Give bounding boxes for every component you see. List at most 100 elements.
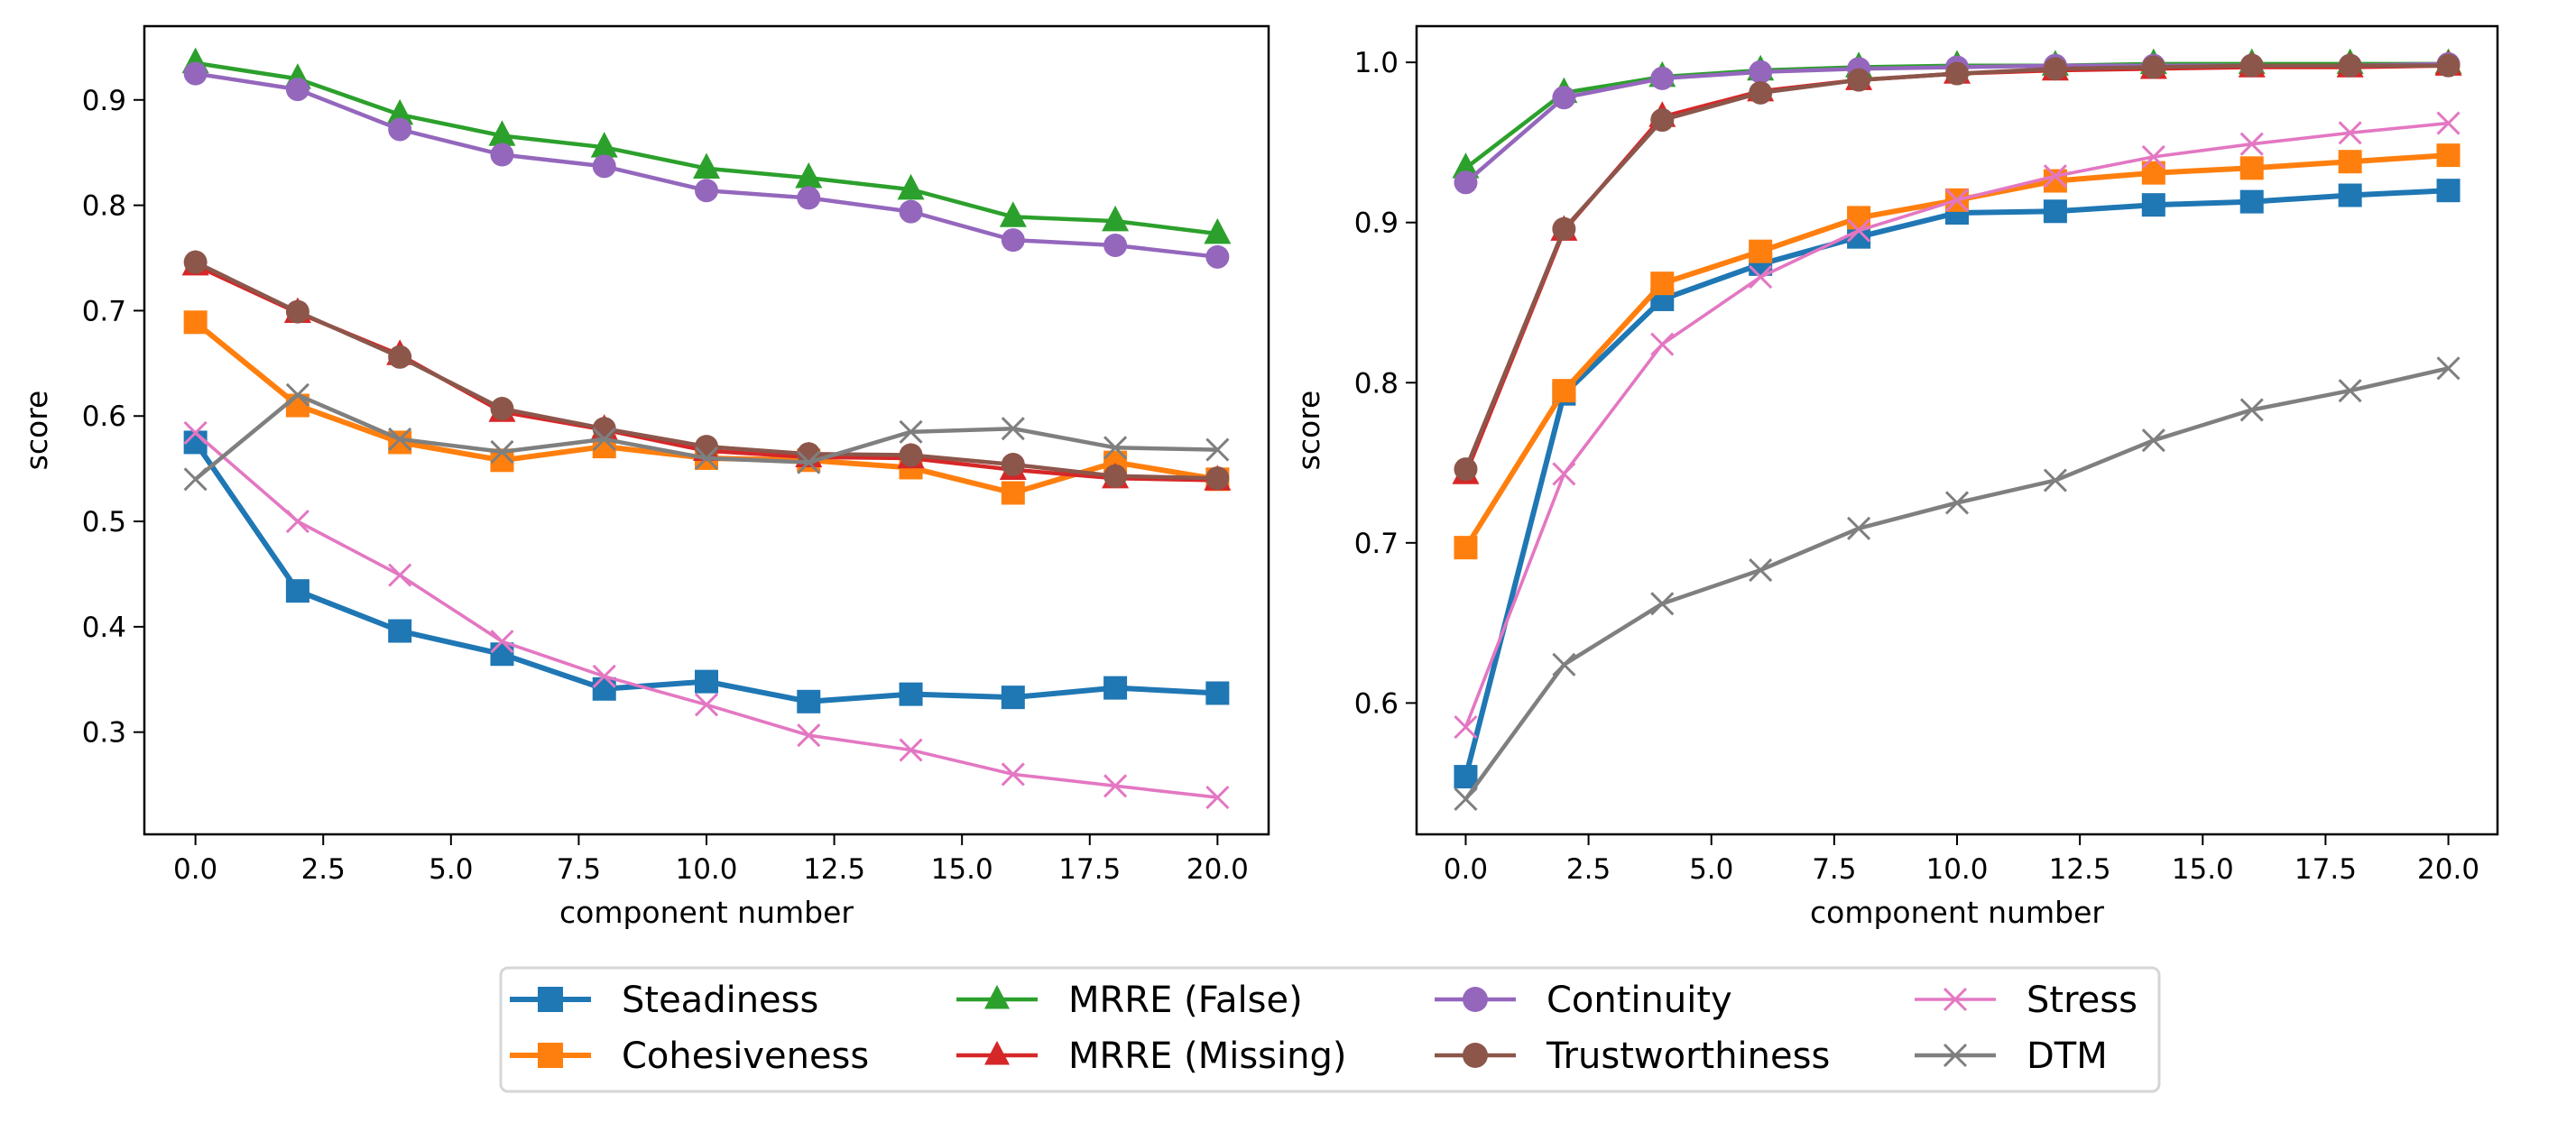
data-point: [2338, 53, 2362, 78]
axes-frame: [1415, 24, 2499, 836]
y-tick-label: 0.8: [82, 190, 126, 223]
series-line: [1463, 188, 2449, 778]
data-point: [1454, 714, 1478, 740]
series-line: [1463, 366, 2449, 801]
data-point: [490, 630, 514, 654]
y-tick-label: 0.7: [1354, 528, 1399, 560]
data-point: [797, 689, 821, 713]
data-point: [2338, 121, 2362, 145]
circle-marker-icon: [1463, 1043, 1488, 1068]
data-point: [488, 120, 516, 146]
legend-item-cohesiveness: Cohesiveness: [510, 1035, 869, 1077]
data-point: [2436, 53, 2461, 78]
x-tick-label: 7.5: [1812, 853, 1856, 886]
y-axis-label: score: [1291, 391, 1326, 471]
data-point: [2239, 189, 2264, 214]
x-tick-label: 12.5: [2049, 853, 2111, 886]
data-point: [388, 117, 412, 142]
data-point: [1103, 676, 1128, 700]
left-chart-panel: 0.0 2.5 5.0 7.5 10.0 12.5 15.0 17.5 20.0 0.3 0.4 0.…: [19, 24, 1270, 930]
data-point: [2141, 193, 2165, 217]
data-point: [1205, 786, 1230, 810]
axes-frame: [143, 24, 1270, 836]
x-tick-label: 10.0: [1925, 853, 1988, 886]
series-dtm: [1454, 356, 2461, 811]
legend-label: DTM: [2027, 1035, 2108, 1077]
data-point: [285, 382, 309, 407]
series-stress: [183, 420, 1230, 810]
data-point: [1650, 108, 1675, 133]
legend-label: Steadiness: [622, 980, 818, 1021]
data-point: [1001, 417, 1025, 441]
data-point: [1001, 686, 1025, 710]
plot-area: [181, 47, 1232, 810]
x-axis-label: component number: [559, 895, 854, 930]
data-point: [899, 199, 923, 224]
y-tick-label: 0.3: [82, 717, 126, 750]
series-trustworthiness: [183, 250, 1230, 491]
data-point: [1749, 80, 1773, 105]
data-point: [1001, 228, 1025, 253]
legend-label: Cohesiveness: [622, 1035, 869, 1077]
data-point: [285, 509, 309, 534]
data-point: [490, 642, 514, 667]
data-point: [388, 563, 412, 587]
triangle-marker-icon: [984, 1040, 1010, 1065]
legend-label: Continuity: [1547, 980, 1732, 1021]
data-point: [285, 299, 309, 324]
x-tick-label: 20.0: [1186, 853, 1249, 886]
data-point: [694, 446, 719, 471]
data-point: [2338, 150, 2362, 174]
data-point: [1650, 592, 1675, 616]
data-point: [2141, 144, 2165, 169]
data-point: [592, 676, 616, 701]
legend-label: Trustworthiness: [1546, 1035, 1830, 1077]
legend-box: [499, 966, 2161, 1093]
data-point: [2338, 379, 2362, 403]
data-point: [183, 250, 208, 274]
legend-item-mrre-missing: MRRE (Missing): [956, 1035, 1346, 1077]
data-point: [1205, 437, 1230, 462]
data-point: [795, 161, 823, 189]
right-chart-panel: 0.0 2.5 5.0 7.5 10.0 12.5 15.0 17.5 20.0 0.6 0.7 0.…: [1291, 24, 2499, 930]
y-tick-label: 0.4: [82, 612, 126, 644]
legend-label: MRRE (Missing): [1068, 1035, 1346, 1077]
legend-item-trustworthiness: Trustworthiness: [1435, 1035, 1830, 1077]
x-tick-label: 10.0: [675, 853, 737, 886]
legend-item-mrre-false: MRRE (False): [956, 980, 1303, 1021]
data-point: [797, 450, 821, 474]
legend-item-steadiness: Steadiness: [510, 980, 818, 1021]
series-trustworthiness: [1454, 53, 2461, 482]
data-point: [1001, 762, 1025, 787]
data-point: [1103, 464, 1128, 488]
data-point: [1001, 481, 1025, 505]
data-point: [695, 669, 718, 694]
data-point: [1454, 170, 1478, 195]
data-point: [2043, 57, 2067, 81]
data-point: [1103, 233, 1128, 257]
series-steadiness: [1454, 179, 2461, 789]
data-point: [2436, 143, 2461, 168]
data-point: [2043, 169, 2067, 193]
y-tick-label: 0.7: [82, 295, 126, 327]
x-marker-icon: [1943, 1043, 1968, 1068]
data-point: [899, 419, 923, 444]
data-point: [1749, 265, 1773, 290]
square-marker-icon: [538, 987, 563, 1012]
data-point: [2239, 156, 2264, 180]
data-point: [388, 427, 412, 451]
data-point: [1650, 271, 1675, 296]
y-tick-label: 1.0: [1354, 47, 1399, 79]
series-dtm: [183, 382, 1230, 492]
data-point: [1103, 774, 1128, 798]
series-continuity: [183, 61, 1230, 269]
legend-label: MRRE (False): [1068, 980, 1303, 1021]
plot-area: [1452, 48, 2462, 811]
data-point: [1847, 218, 1871, 243]
x-tick-label: 2.5: [301, 853, 346, 886]
data-point: [490, 397, 514, 421]
x-tick-label: 15.0: [931, 853, 993, 886]
data-point: [1944, 188, 1970, 212]
data-point: [2043, 164, 2067, 189]
x-marker-icon: [1943, 987, 1968, 1012]
